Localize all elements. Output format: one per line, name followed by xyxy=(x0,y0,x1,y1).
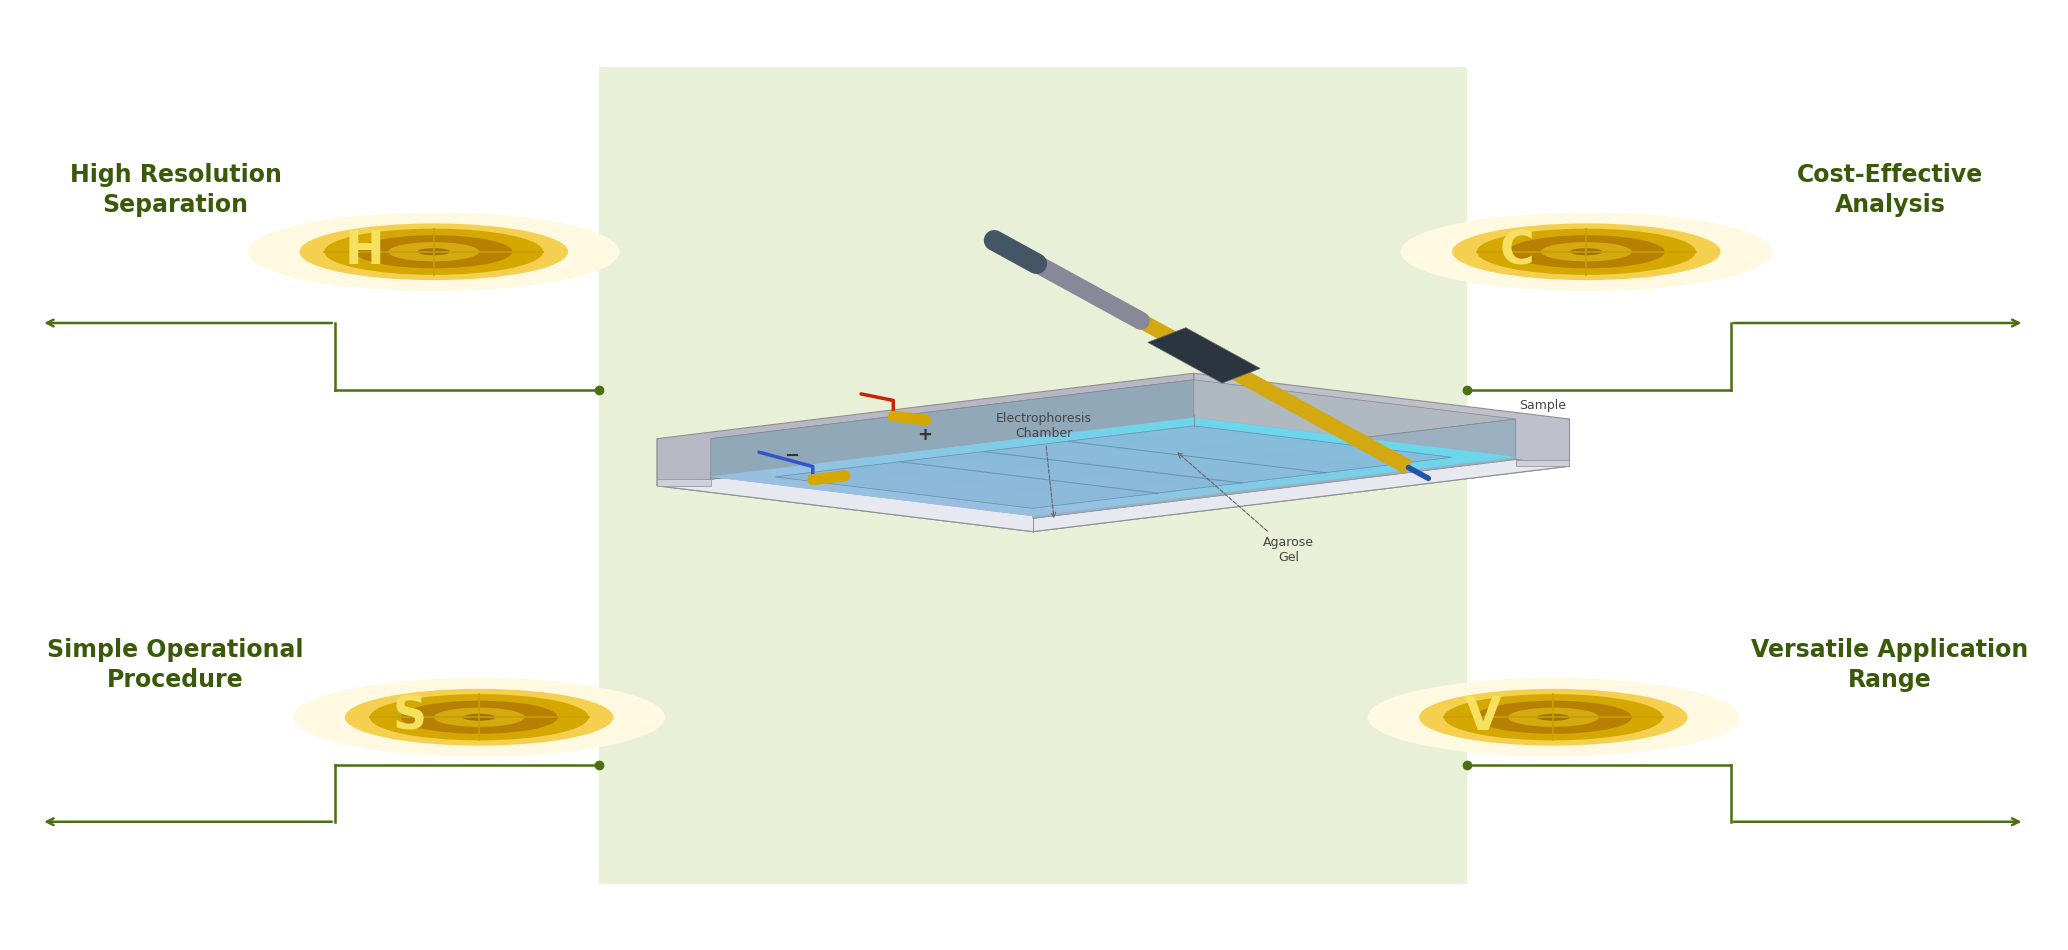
Polygon shape xyxy=(1032,419,1516,519)
Ellipse shape xyxy=(1367,678,1739,756)
Ellipse shape xyxy=(418,248,451,256)
Polygon shape xyxy=(658,439,1032,532)
Ellipse shape xyxy=(401,701,558,733)
Polygon shape xyxy=(759,465,1129,510)
Ellipse shape xyxy=(1508,708,1599,727)
Ellipse shape xyxy=(248,213,620,291)
Polygon shape xyxy=(658,479,711,485)
Polygon shape xyxy=(1098,424,1468,468)
Polygon shape xyxy=(711,380,1193,479)
Text: V: V xyxy=(1466,694,1501,740)
Polygon shape xyxy=(1193,373,1570,466)
Ellipse shape xyxy=(345,689,614,746)
Polygon shape xyxy=(1516,460,1570,466)
Ellipse shape xyxy=(300,223,569,280)
Text: +: + xyxy=(916,427,933,445)
Polygon shape xyxy=(711,418,1516,516)
Polygon shape xyxy=(807,459,1177,504)
Polygon shape xyxy=(658,420,1570,532)
Text: Versatile Application
Range: Versatile Application Range xyxy=(1752,637,2029,693)
Text: High Resolution
Separation: High Resolution Separation xyxy=(70,162,281,218)
Ellipse shape xyxy=(356,236,513,268)
Ellipse shape xyxy=(1452,223,1721,280)
Ellipse shape xyxy=(294,678,666,756)
Ellipse shape xyxy=(463,713,496,721)
Ellipse shape xyxy=(1570,248,1603,256)
Ellipse shape xyxy=(1443,694,1663,740)
Polygon shape xyxy=(776,426,1452,508)
Ellipse shape xyxy=(1400,213,1772,291)
Text: C: C xyxy=(1499,229,1534,275)
Ellipse shape xyxy=(389,242,480,261)
Text: −: − xyxy=(784,446,800,465)
Ellipse shape xyxy=(1508,236,1665,268)
Polygon shape xyxy=(711,380,1516,478)
Polygon shape xyxy=(856,453,1226,498)
Polygon shape xyxy=(904,447,1274,492)
Polygon shape xyxy=(951,442,1324,486)
Text: Electrophoresis
Chamber: Electrophoresis Chamber xyxy=(997,412,1092,517)
Ellipse shape xyxy=(1419,689,1687,746)
Ellipse shape xyxy=(1537,713,1570,721)
Ellipse shape xyxy=(1477,229,1696,275)
Text: Simple Operational
Procedure: Simple Operational Procedure xyxy=(48,637,304,693)
FancyBboxPatch shape xyxy=(600,66,1466,884)
Polygon shape xyxy=(1148,328,1259,383)
Text: S: S xyxy=(393,694,426,740)
Polygon shape xyxy=(1048,429,1419,475)
Text: Sample: Sample xyxy=(1520,399,1565,412)
Ellipse shape xyxy=(370,694,589,740)
Polygon shape xyxy=(1146,418,1516,463)
Polygon shape xyxy=(711,471,1082,516)
Polygon shape xyxy=(658,373,1193,485)
Polygon shape xyxy=(1001,435,1371,481)
Ellipse shape xyxy=(1541,242,1632,261)
Polygon shape xyxy=(1032,419,1570,532)
Text: Cost-Effective
Analysis: Cost-Effective Analysis xyxy=(1797,162,1983,218)
Ellipse shape xyxy=(325,229,544,275)
Ellipse shape xyxy=(1474,701,1632,733)
Ellipse shape xyxy=(434,708,525,727)
Text: Agarose
Gel: Agarose Gel xyxy=(1179,453,1313,563)
Text: H: H xyxy=(343,229,385,275)
